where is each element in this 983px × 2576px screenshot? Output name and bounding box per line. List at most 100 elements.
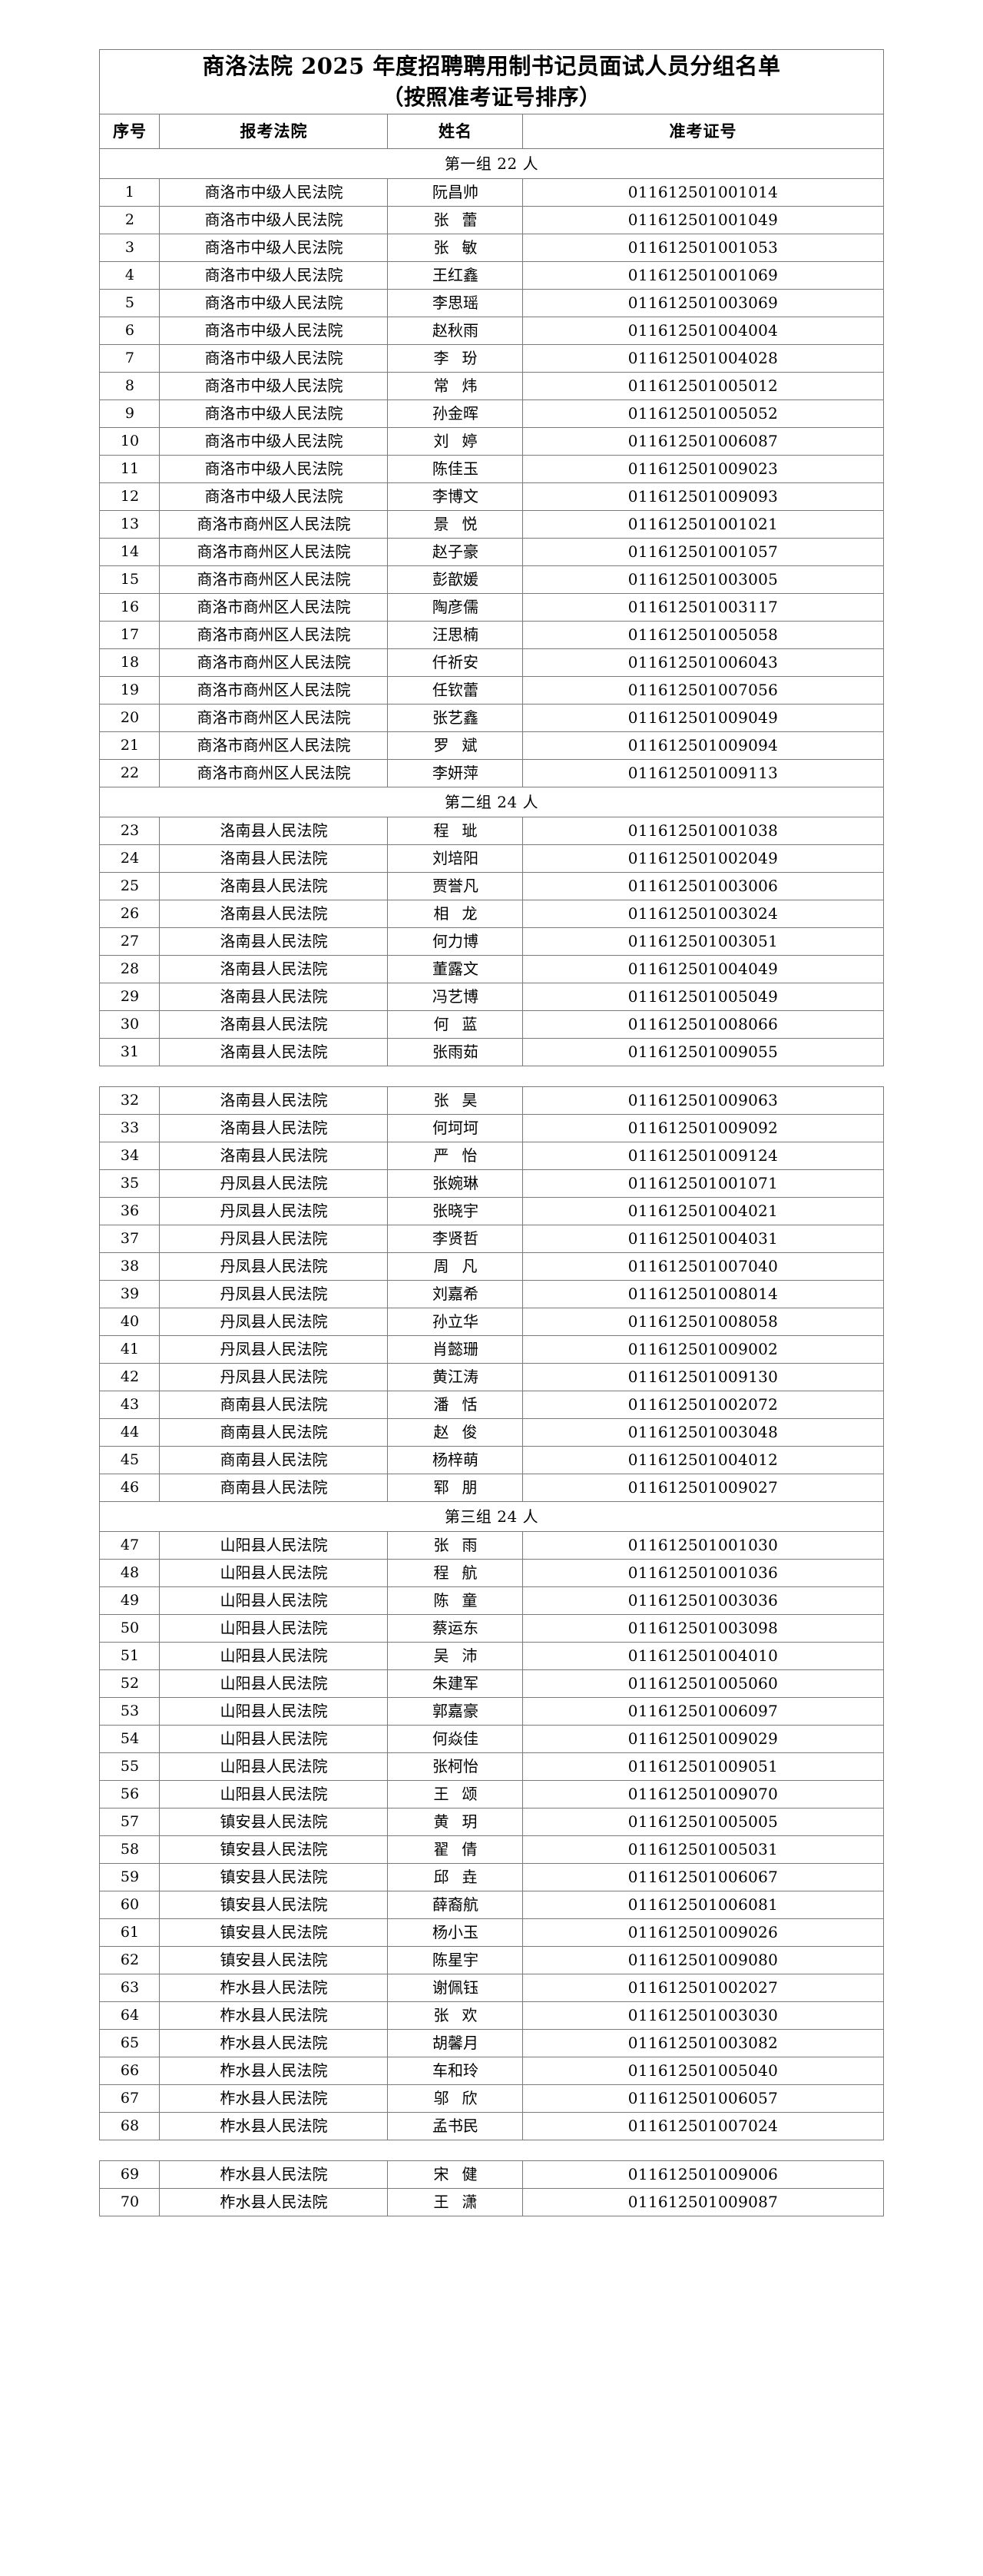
cell-code: 011612501008066: [522, 1010, 884, 1039]
cell-index: 57: [99, 1807, 161, 1836]
cell-court: 丹凤县人民法院: [159, 1169, 389, 1198]
document-title: 商洛法院 2025 年度招聘聘用制书记员面试人员分组名单 （按照准考证号排序）: [99, 49, 884, 114]
cell-code: 011612501005012: [522, 371, 884, 400]
cell-index: 48: [99, 1558, 161, 1587]
cell-index: 32: [99, 1086, 161, 1115]
cell-name: 陈佳玉: [387, 454, 524, 483]
cell-name: 何焱佳: [387, 1724, 524, 1753]
table-row: 50 山阳县人民法院 蔡运东 011612501003098: [99, 1613, 884, 1643]
cell-name: 周凡: [387, 1252, 524, 1281]
cell-code: 011612501004010: [522, 1641, 884, 1670]
cell-code: 011612501009113: [522, 758, 884, 787]
cell-court: 商洛市商州区人民法院: [159, 703, 389, 732]
cell-name: 张蕾: [387, 205, 524, 234]
cell-index: 22: [99, 758, 161, 787]
cell-court: 山阳县人民法院: [159, 1586, 389, 1615]
cell-index: 20: [99, 703, 161, 732]
cell-court: 山阳县人民法院: [159, 1558, 389, 1587]
table-body: 商洛法院 2025 年度招聘聘用制书记员面试人员分组名单 （按照准考证号排序） 序号…: [99, 49, 884, 2216]
cell-name: 刘培阳: [387, 844, 524, 873]
table-row: 29 洛南县人民法院 冯艺博 011612501005049: [99, 982, 884, 1011]
cell-court: 山阳县人民法院: [159, 1696, 389, 1726]
cell-index: 44: [99, 1417, 161, 1447]
cell-code: 011612501004049: [522, 954, 884, 983]
cell-code: 011612501006057: [522, 2084, 884, 2113]
cell-index: 24: [99, 844, 161, 873]
cell-index: 42: [99, 1362, 161, 1391]
cell-court: 山阳县人民法院: [159, 1779, 389, 1809]
table-row: 37 丹凤县人民法院 李贤哲 011612501004031: [99, 1224, 884, 1253]
table-row: 63 柞水县人民法院 谢佩钰 011612501002027: [99, 1973, 884, 2002]
cell-index: 10: [99, 426, 161, 456]
cell-court: 镇安县人民法院: [159, 1835, 389, 1864]
cell-code: 011612501008014: [522, 1279, 884, 1308]
cell-court: 山阳县人民法院: [159, 1752, 389, 1781]
cell-name: 程航: [387, 1558, 524, 1587]
cell-court: 丹凤县人民法院: [159, 1362, 389, 1391]
cell-index: 58: [99, 1835, 161, 1864]
cell-index: 43: [99, 1390, 161, 1419]
cell-name: 张欢: [387, 2001, 524, 2030]
cell-name: 孟书民: [387, 2111, 524, 2140]
table-row: 46 商南县人民法院 郓朋 011612501009027: [99, 1473, 884, 1502]
table-row: 24 洛南县人民法院 刘培阳 011612501002049: [99, 844, 884, 873]
cell-name: 阮昌帅: [387, 177, 524, 207]
cell-code: 011612501003048: [522, 1417, 884, 1447]
cell-court: 丹凤县人民法院: [159, 1252, 389, 1281]
cell-court: 洛南县人民法院: [159, 899, 389, 928]
cell-name: 杨小玉: [387, 1918, 524, 1947]
cell-code: 011612501002072: [522, 1390, 884, 1419]
table-row: 40 丹凤县人民法院 孙立华 011612501008058: [99, 1307, 884, 1336]
cell-code: 011612501009092: [522, 1113, 884, 1142]
cell-court: 商南县人民法院: [159, 1445, 389, 1474]
cell-court: 柞水县人民法院: [159, 2111, 389, 2140]
cell-code: 011612501009130: [522, 1362, 884, 1391]
column-header-row: 序号 报考法院 姓名 准考证号: [99, 113, 884, 149]
cell-index: 26: [99, 899, 161, 928]
cell-court: 柞水县人民法院: [159, 2001, 389, 2030]
cell-name: 贾誉凡: [387, 871, 524, 900]
cell-name: 张艺鑫: [387, 703, 524, 732]
cell-court: 商洛市中级人民法院: [159, 288, 389, 317]
column-header-code: 准考证号: [522, 113, 884, 149]
cell-index: 16: [99, 592, 161, 622]
cell-name: 郓朋: [387, 1473, 524, 1502]
cell-court: 商洛市中级人民法院: [159, 454, 389, 483]
cell-name: 常炜: [387, 371, 524, 400]
table-row: 15 商洛市商州区人民法院 彭歆媛 011612501003005: [99, 565, 884, 594]
cell-index: 41: [99, 1334, 161, 1364]
table-row: 52 山阳县人民法院 朱建军 011612501005060: [99, 1669, 884, 1698]
cell-name: 李博文: [387, 482, 524, 511]
cell-court: 洛南县人民法院: [159, 1010, 389, 1039]
table-row: 5 商洛市中级人民法院 李思瑶 011612501003069: [99, 288, 884, 317]
cell-code: 011612501001057: [522, 537, 884, 566]
cell-court: 商洛市商州区人民法院: [159, 731, 389, 760]
cell-name: 仟祈安: [387, 648, 524, 677]
cell-index: 53: [99, 1696, 161, 1726]
cell-index: 63: [99, 1973, 161, 2002]
cell-code: 011612501004031: [522, 1224, 884, 1253]
cell-name: 黄江涛: [387, 1362, 524, 1391]
table-row: 67 柞水县人民法院 邬欣 011612501006057: [99, 2084, 884, 2113]
cell-index: 62: [99, 1945, 161, 1974]
table-row: 54 山阳县人民法院 何焱佳 011612501009029: [99, 1724, 884, 1753]
cell-code: 011612501003051: [522, 927, 884, 956]
cell-name: 肖懿珊: [387, 1334, 524, 1364]
cell-code: 011612501001053: [522, 233, 884, 262]
cell-code: 011612501009063: [522, 1086, 884, 1115]
cell-name: 李玢: [387, 343, 524, 373]
cell-name: 车和玲: [387, 2056, 524, 2085]
table-row: 28 洛南县人民法院 董露文 011612501004049: [99, 954, 884, 983]
cell-code: 011612501001036: [522, 1558, 884, 1587]
cell-code: 011612501001021: [522, 509, 884, 539]
cell-code: 011612501003098: [522, 1613, 884, 1643]
table-row: 9 商洛市中级人民法院 孙金晖 011612501005052: [99, 399, 884, 428]
table-row: 39 丹凤县人民法院 刘嘉希 011612501008014: [99, 1279, 884, 1308]
group-header-3: 第三组 24 人: [99, 1500, 884, 1532]
cell-court: 洛南县人民法院: [159, 844, 389, 873]
table-row: 1 商洛市中级人民法院 阮昌帅 011612501001014: [99, 177, 884, 207]
table-row: 27 洛南县人民法院 何力博 011612501003051: [99, 927, 884, 956]
cell-index: 47: [99, 1530, 161, 1560]
cell-index: 30: [99, 1010, 161, 1039]
cell-code: 011612501002027: [522, 1973, 884, 2002]
